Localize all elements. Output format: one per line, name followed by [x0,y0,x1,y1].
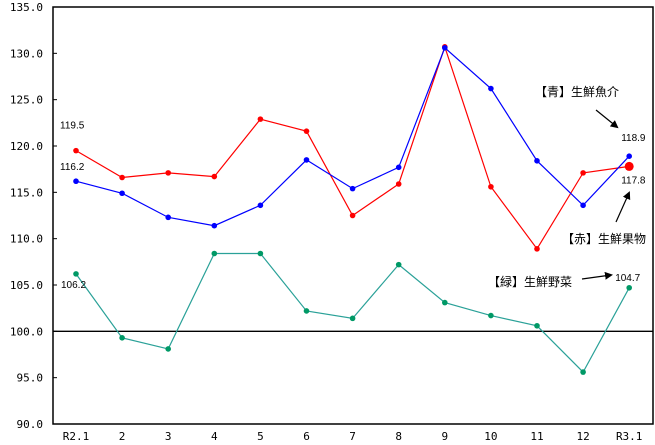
x-tick-label: 10 [484,430,497,443]
series-fresh-fish [73,44,632,229]
data-point [211,222,218,229]
data-point [488,183,494,190]
y-tick-label: 135.0 [10,1,43,14]
y-tick-label: 100.0 [10,325,43,338]
data-point [119,190,125,197]
x-tick-label: R2.1 [63,430,90,443]
data-point [534,246,540,252]
arrow-icon [595,109,619,129]
chart-series [73,44,634,375]
data-point [534,322,540,329]
y-tick-label: 125.0 [10,94,43,107]
series-fresh-vegetables [73,250,632,375]
data-point [442,44,448,51]
x-tick-label: 11 [530,430,543,443]
data-point [119,174,125,181]
data-value-label: 104.7 [615,273,640,284]
series-line [75,252,630,374]
x-tick-label: 7 [349,430,356,443]
data-point [349,185,356,192]
data-point [534,158,540,164]
chart-axes: 135.0 130.0 125.0 120.0 115.0 110.0 105.0 100.0… [10,1,654,443]
x-tick-label: 9 [441,430,448,443]
series-line [75,44,630,250]
data-point [626,153,632,159]
data-point [349,212,356,219]
x-tick-label: 12 [576,430,589,443]
data-point [165,214,171,221]
data-point [303,128,310,134]
chart-annotations: 【青】生鮮魚介【赤】生鮮果物【緑】生鮮野菜 [488,85,646,289]
data-point [395,181,402,187]
x-tick-label: 3 [165,430,172,443]
data-point [257,116,264,122]
data-point [165,170,171,176]
annotation-fresh-fruit: 【赤】生鮮果物 [562,232,646,246]
arrow-icon [615,191,631,223]
data-value-label: 117.8 [621,175,646,186]
x-tick-label: 8 [395,430,402,443]
data-point [303,308,310,314]
x-tick-label: R3.1 [616,430,643,443]
data-point [624,161,634,171]
annotation-fresh-vegetables: 【緑】生鮮野菜 [488,274,572,289]
y-tick-label: 105.0 [10,279,43,292]
data-point [488,312,494,319]
x-tick-label: 5 [257,430,264,443]
data-point [257,250,264,257]
data-point [580,202,586,209]
data-point [580,369,586,375]
series-line [75,46,630,227]
y-tick-label: 130.0 [10,47,43,60]
y-tick-label: 115.0 [10,186,43,199]
y-tick-label: 90.0 [17,418,44,431]
data-point [211,250,218,257]
annotation-fresh-fish: 【青】生鮮魚介 [535,85,619,99]
series-fresh-fruit [73,44,634,252]
data-value-label: 106.2 [61,280,86,291]
plot-area-frame [52,6,654,425]
data-point [442,299,448,306]
x-tick-label: 4 [211,430,218,443]
data-point [395,164,402,171]
data-value-label: 116.2 [60,162,85,173]
data-point [626,284,632,291]
data-point [211,173,218,180]
data-point [257,202,264,209]
arrow-icon [581,271,613,280]
data-point [119,335,125,341]
data-point [165,346,171,352]
chart-data-labels: 119.5 116.2 106.2 118.9 117.8 104.7 [60,121,646,291]
data-point [580,170,586,176]
y-tick-label: 95.0 [17,372,44,385]
y-tick-label: 110.0 [10,233,43,246]
data-point [73,178,79,185]
x-tick-label: 6 [303,430,310,443]
y-tick-label: 120.0 [10,140,43,153]
data-point [73,147,79,154]
data-point [488,85,494,92]
x-tick-label: 2 [119,430,126,443]
data-point [395,261,402,268]
data-point [303,157,310,163]
data-value-label: 119.5 [60,121,85,132]
data-value-label: 118.9 [621,133,646,144]
data-point [349,315,356,322]
data-point [73,271,79,277]
